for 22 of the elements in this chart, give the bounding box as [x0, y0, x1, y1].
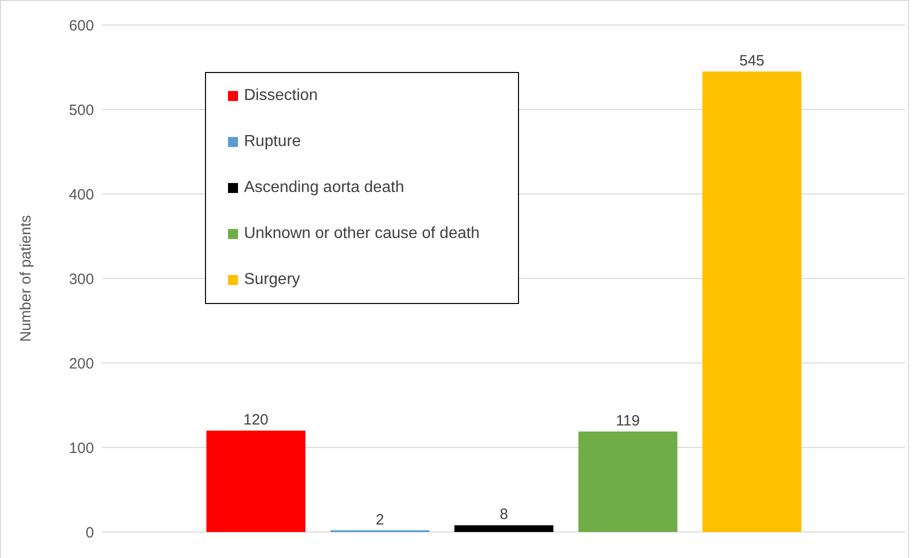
y-tick-label: 300	[68, 270, 94, 288]
legend-label: Unknown or other cause of death	[244, 225, 480, 243]
legend-label: Dissection	[244, 87, 318, 105]
data-label: 119	[616, 412, 640, 430]
bar	[702, 71, 802, 532]
bar	[206, 430, 306, 532]
y-tick-label: 0	[86, 524, 94, 542]
bar	[578, 431, 678, 532]
data-label: 545	[739, 52, 764, 70]
legend-label: Rupture	[244, 133, 301, 151]
bar	[454, 525, 554, 532]
y-tick-label: 600	[68, 17, 94, 34]
legend-label: Ascending aorta death	[244, 179, 404, 197]
y-tick-label: 400	[68, 186, 94, 204]
data-label: 8	[500, 506, 508, 524]
y-axis-title: Number of patients	[17, 215, 34, 342]
y-tick-label: 200	[68, 355, 94, 372]
data-label: 120	[243, 412, 268, 429]
y-tick-label: 500	[68, 102, 94, 119]
y-tick-label: 100	[68, 440, 94, 457]
legend-label: Surgery	[244, 271, 300, 289]
data-label: 2	[376, 511, 384, 528]
